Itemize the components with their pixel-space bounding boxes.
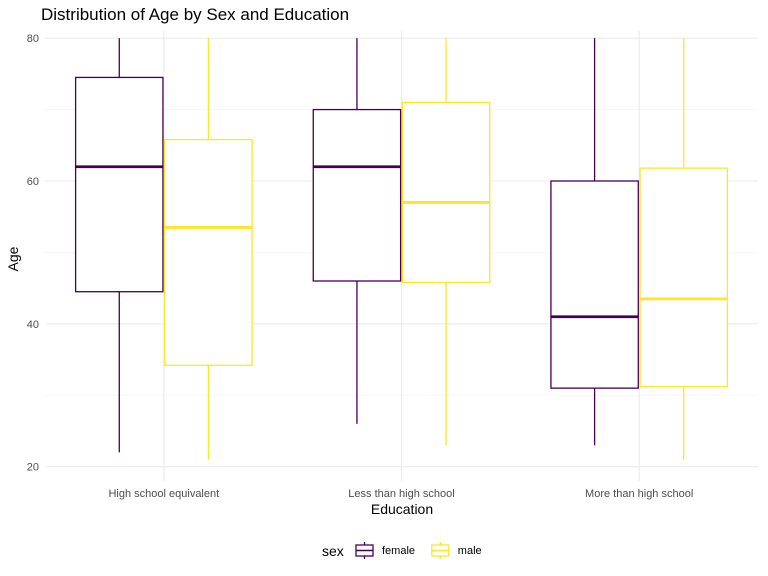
box-male-1 bbox=[401, 38, 491, 446]
x-axis-ticks: High school equivalent Less than high sch… bbox=[108, 488, 693, 500]
box-iqr bbox=[401, 101, 491, 284]
y-tick-label: 20 bbox=[27, 462, 39, 474]
legend-label: female bbox=[382, 545, 415, 557]
box-male-0 bbox=[164, 38, 253, 460]
box-iqr bbox=[550, 180, 639, 389]
y-axis-title: Age bbox=[5, 246, 21, 271]
box-iqr bbox=[639, 167, 729, 388]
y-axis-ticks: 20 40 60 80 bbox=[27, 33, 39, 474]
chart-title: Distribution of Age by Sex and Education bbox=[41, 5, 349, 24]
box-female-0 bbox=[74, 38, 164, 453]
x-tick-label: Less than high school bbox=[348, 488, 454, 500]
box-iqr bbox=[312, 108, 402, 282]
x-tick-label: More than high school bbox=[585, 488, 693, 500]
box-female-1 bbox=[312, 38, 402, 424]
y-tick-label: 60 bbox=[27, 176, 39, 188]
legend: sex female male bbox=[322, 542, 482, 559]
y-tick-label: 80 bbox=[27, 33, 39, 45]
box-female-2 bbox=[550, 38, 639, 446]
y-tick-label: 40 bbox=[27, 319, 39, 331]
x-tick-label: High school equivalent bbox=[108, 488, 219, 500]
legend-label: male bbox=[458, 545, 482, 557]
legend-title: sex bbox=[322, 543, 344, 559]
box-iqr bbox=[164, 138, 253, 366]
grid bbox=[45, 31, 758, 481]
legend-item-female: female bbox=[355, 542, 415, 559]
x-axis-title: Education bbox=[371, 501, 433, 517]
boxes bbox=[74, 38, 729, 460]
box-male-2 bbox=[639, 38, 729, 460]
box-iqr bbox=[74, 76, 164, 293]
legend-item-male: male bbox=[431, 542, 482, 559]
